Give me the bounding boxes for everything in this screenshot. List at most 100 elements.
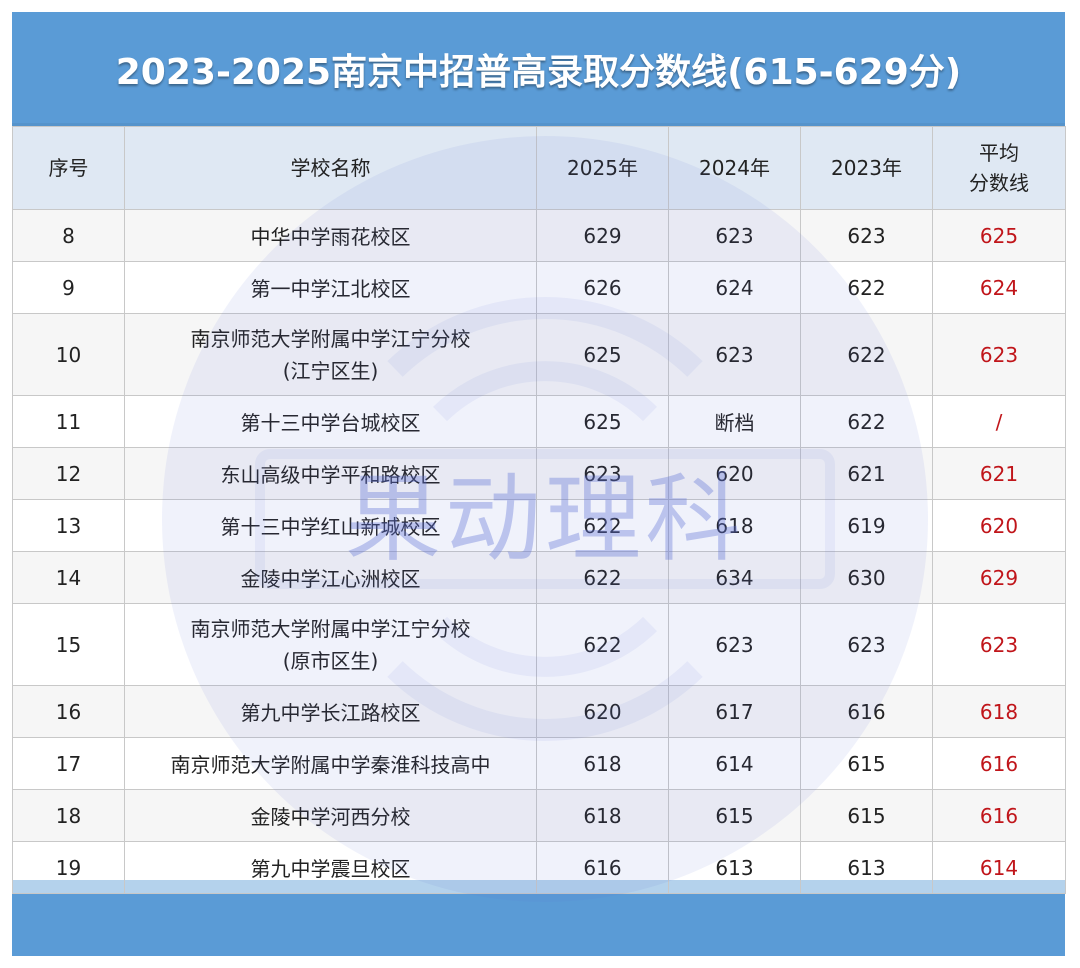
cell-2023: 623 [800, 603, 933, 686]
table-body: 8 中华中学雨花校区 629 623 623 625 9 第一中学江北校区 626 624 622 6… [12, 209, 1066, 894]
table-row: 15 南京师范大学附属中学江宁分校 (原市区生) 622 623 623 623 [12, 603, 1066, 686]
table-row: 12 东山高级中学平和路校区 623 620 621 621 [12, 447, 1066, 500]
school-name-line2: (江宁区生) [282, 358, 379, 383]
table-row: 17 南京师范大学附属中学秦淮科技高中 618 614 615 616 [12, 737, 1066, 790]
cell-2023: 616 [800, 685, 933, 738]
cell-school: 南京师范大学附属中学秦淮科技高中 [124, 737, 537, 790]
cell-no: 17 [12, 737, 125, 790]
cell-2025: 616 [536, 841, 669, 894]
cell-2023: 623 [800, 209, 933, 262]
cell-2024: 624 [668, 261, 801, 314]
cell-2024: 634 [668, 551, 801, 604]
cell-no: 13 [12, 499, 125, 552]
column-header-2025: 2025年 [536, 126, 669, 210]
table-row: 11 第十三中学台城校区 625 断档 622/ [12, 395, 1066, 448]
cell-2024: 614 [668, 737, 801, 790]
cell-2025: 629 [536, 209, 669, 262]
cell-school: 中华中学雨花校区 [124, 209, 537, 262]
average-header-line2: 分数线 [969, 171, 1029, 195]
cell-2023: 630 [800, 551, 933, 604]
cell-2024: 623 [668, 313, 801, 396]
cell-2023: 615 [800, 789, 933, 842]
cell-no: 12 [12, 447, 125, 500]
cell-2023: 621 [800, 447, 933, 500]
cell-no: 19 [12, 841, 125, 894]
cell-school: 第一中学江北校区 [124, 261, 537, 314]
cell-2024: 断档 [668, 395, 801, 448]
column-header-2023: 2023年 [800, 126, 933, 210]
table-row: 13 第十三中学红山新城校区 622 618 619 620 [12, 499, 1066, 552]
cell-no: 15 [12, 603, 125, 686]
table-row: 10 南京师范大学附属中学江宁分校 (江宁区生) 625 623 622 623 [12, 313, 1066, 396]
cell-2024: 618 [668, 499, 801, 552]
cell-2025: 618 [536, 789, 669, 842]
average-header-line1: 平均 [979, 141, 1019, 165]
cell-2025: 622 [536, 499, 669, 552]
cell-no: 10 [12, 313, 125, 396]
cell-average: 616 [932, 737, 1066, 790]
cell-no: 11 [12, 395, 125, 448]
column-header-average: 平均 分数线 [932, 126, 1066, 210]
table-row: 16 第九中学长江路校区 620 617 616 618 [12, 685, 1066, 738]
cell-2023: 622 [800, 395, 933, 448]
title-banner: 2023-2025南京中招普高录取分数线(615-629分) [12, 12, 1065, 126]
cell-school: 南京师范大学附属中学江宁分校 (江宁区生) [124, 313, 537, 396]
cell-average: 616 [932, 789, 1066, 842]
table-row: 19 第九中学震旦校区 616 613 613 614 [12, 841, 1066, 894]
school-name-line2: (原市区生) [282, 648, 379, 673]
score-table: 序号 学校名称 2025年 2024年 2023年 平均 分数线 8 中华中学雨花… [12, 126, 1066, 894]
cell-school: 金陵中学江心洲校区 [124, 551, 537, 604]
cell-school: 南京师范大学附属中学江宁分校 (原市区生) [124, 603, 537, 686]
cell-average: 623 [932, 313, 1066, 396]
table-row: 14 金陵中学江心洲校区 622 634 630 629 [12, 551, 1066, 604]
page-title: 2023-2025南京中招普高录取分数线(615-629分) [115, 52, 962, 93]
cell-2023: 613 [800, 841, 933, 894]
cell-average: 620 [932, 499, 1066, 552]
cell-average: 625 [932, 209, 1066, 262]
cell-2024: 623 [668, 209, 801, 262]
column-header-no: 序号 [12, 126, 125, 210]
cell-average: 629 [932, 551, 1066, 604]
school-name-line1: 南京师范大学附属中学江宁分校 [190, 326, 471, 351]
cell-school: 第十三中学红山新城校区 [124, 499, 537, 552]
cell-2024: 620 [668, 447, 801, 500]
table-row: 18 金陵中学河西分校 618 615 615 616 [12, 789, 1066, 842]
column-header-school: 学校名称 [124, 126, 537, 210]
cell-no: 16 [12, 685, 125, 738]
cell-2025: 622 [536, 603, 669, 686]
cell-2023: 622 [800, 313, 933, 396]
cell-2025: 625 [536, 395, 669, 448]
cell-2024: 613 [668, 841, 801, 894]
cell-no: 9 [12, 261, 125, 314]
cell-average: 621 [932, 447, 1066, 500]
cell-school: 第九中学长江路校区 [124, 685, 537, 738]
score-table-card: 2023-2025南京中招普高录取分数线(615-629分) 序号 学校名称 2… [12, 12, 1066, 956]
cell-2025: 625 [536, 313, 669, 396]
cell-no: 8 [12, 209, 125, 262]
cell-2025: 618 [536, 737, 669, 790]
table-header-row: 序号 学校名称 2025年 2024年 2023年 平均 分数线 [12, 126, 1066, 210]
cell-2024: 617 [668, 685, 801, 738]
cell-2024: 623 [668, 603, 801, 686]
cell-2023: 619 [800, 499, 933, 552]
cell-2025: 626 [536, 261, 669, 314]
cell-2025: 622 [536, 551, 669, 604]
cell-no: 18 [12, 789, 125, 842]
cell-2024: 615 [668, 789, 801, 842]
cell-average: 624 [932, 261, 1066, 314]
school-name-line1: 南京师范大学附属中学江宁分校 [190, 616, 471, 641]
cell-2023: 622 [800, 261, 933, 314]
cell-no: 14 [12, 551, 125, 604]
cell-average: 618 [932, 685, 1066, 738]
table-row: 8 中华中学雨花校区 629 623 623 625 [12, 209, 1066, 262]
cell-average: 623 [932, 603, 1066, 686]
cell-school: 东山高级中学平和路校区 [124, 447, 537, 500]
table-row: 9 第一中学江北校区 626 624 622 624 [12, 261, 1066, 314]
column-header-2024: 2024年 [668, 126, 801, 210]
cell-school: 第十三中学台城校区 [124, 395, 537, 448]
cell-2025: 620 [536, 685, 669, 738]
cell-school: 第九中学震旦校区 [124, 841, 537, 894]
cell-2025: 623 [536, 447, 669, 500]
cell-2023: 615 [800, 737, 933, 790]
cell-school: 金陵中学河西分校 [124, 789, 537, 842]
